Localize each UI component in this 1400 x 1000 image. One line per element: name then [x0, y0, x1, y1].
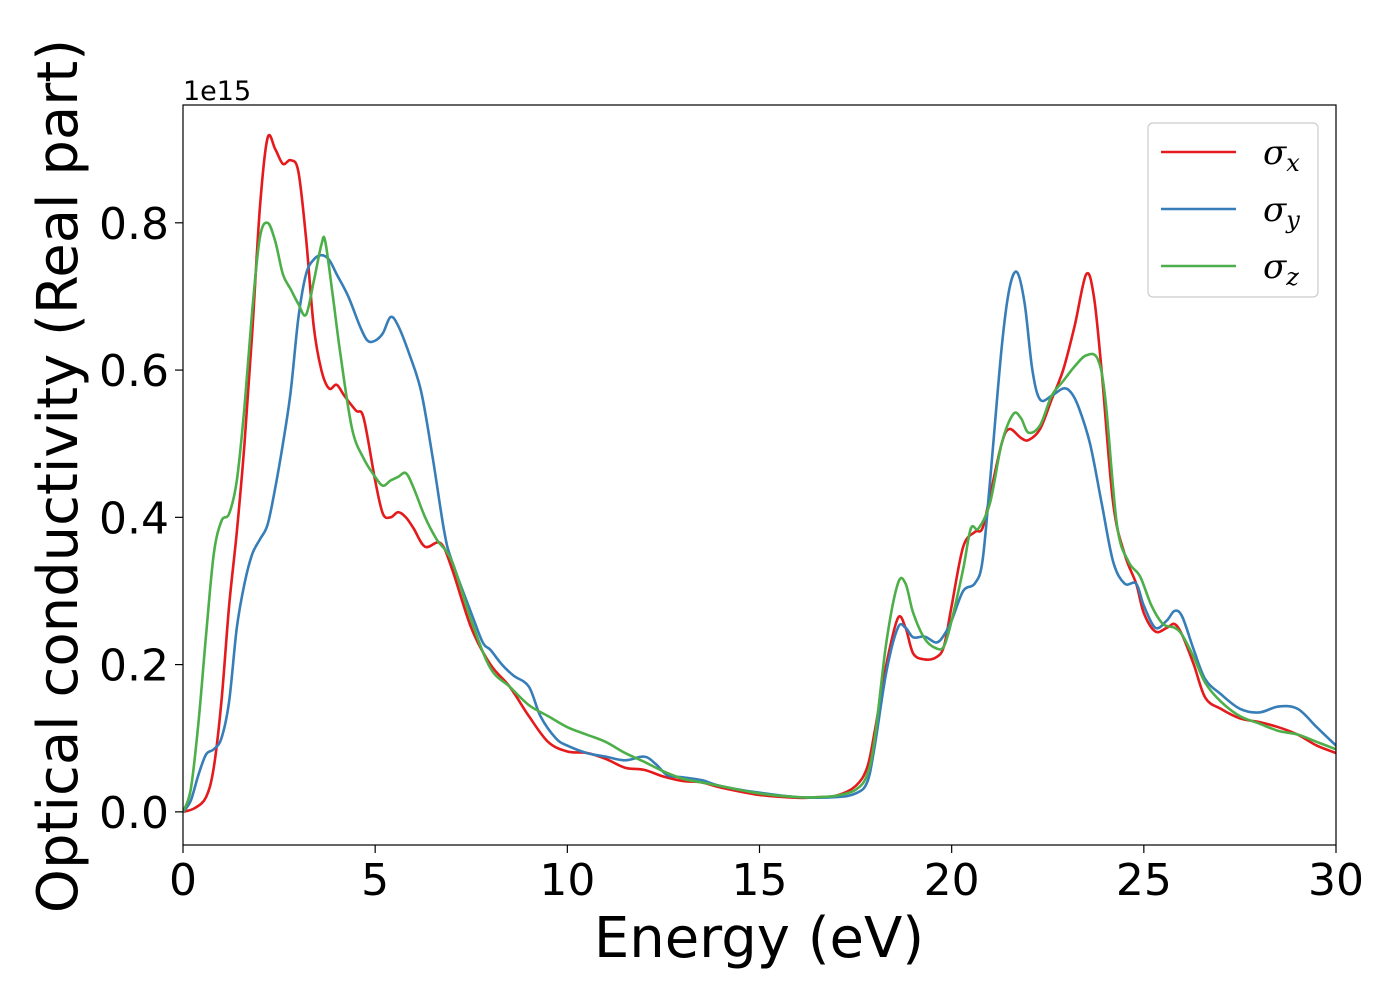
y-tick-label: 0.2 [99, 641, 169, 692]
x-tick-label: 30 [1308, 855, 1364, 906]
series-line-z [183, 221, 1336, 814]
y-tick-label: 0.6 [99, 346, 169, 397]
x-axis-ticks: 0 5 10 15 20 25 30 [169, 845, 1364, 906]
legend-label-y: σy [1263, 190, 1300, 234]
y-offset-label: 1e15 [183, 76, 251, 107]
x-tick-label: 0 [169, 855, 197, 906]
y-tick-label: 0.0 [99, 788, 169, 839]
series-layer [183, 133, 1336, 814]
legend: σx σy σz [1147, 122, 1319, 298]
y-axis-title: Optical conductivity (Real part) [26, 39, 91, 913]
x-axis-title: Energy (eV) [594, 906, 924, 971]
x-tick-label: 25 [1116, 855, 1172, 906]
y-tick-label: 0.4 [99, 493, 169, 544]
y-axis-ticks: 0.0 0.2 0.4 0.6 0.8 [99, 199, 183, 839]
x-tick-label: 10 [539, 855, 595, 906]
x-tick-label: 20 [924, 855, 980, 906]
y-tick-label: 0.8 [99, 199, 169, 250]
legend-label-x: σx [1263, 133, 1300, 177]
x-tick-label: 5 [361, 855, 389, 906]
x-tick-label: 15 [732, 855, 788, 906]
series-line-y [183, 253, 1336, 814]
legend-label-z: σz [1263, 247, 1299, 291]
